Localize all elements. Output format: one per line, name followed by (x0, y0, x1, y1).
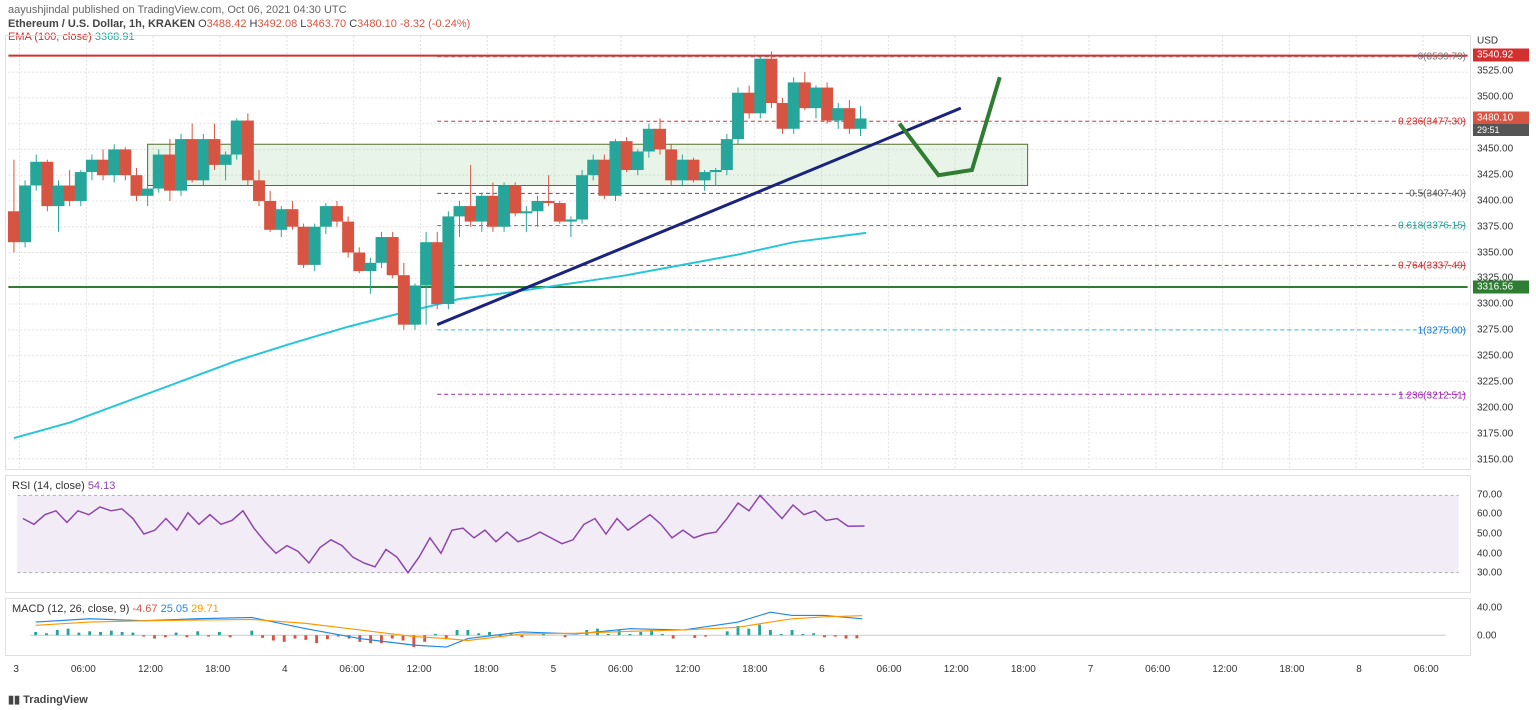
footer-brand: ▮▮ TradingView (8, 693, 88, 706)
rsi-tick: 30.00 (1477, 568, 1502, 579)
time-tick: 5 (551, 664, 557, 675)
rsi-axis: 30.00 40.00 50.00 60.00 70.00 (1473, 475, 1531, 593)
y-tick: 3175.00 (1477, 428, 1513, 439)
price-tag: 3480.10 (1473, 111, 1529, 124)
price-axis: USD 3150.00 3175.00 3200.00 3225.00 3250.00 3… (1473, 35, 1531, 470)
time-tick: 12:00 (675, 664, 700, 675)
macd-tick: 0.00 (1477, 630, 1496, 641)
rsi-tick: 60.00 (1477, 509, 1502, 520)
fib-label: 0.236(3477.30) (1398, 116, 1466, 127)
y-tick: 3375.00 (1477, 221, 1513, 232)
y-tick: 3425.00 (1477, 169, 1513, 180)
time-axis: 3 06:00 12:00 18:00 4 06:00 12:00 18:00 5 06:00 12… (5, 661, 1471, 681)
usd-label: USD (1477, 36, 1498, 47)
price-overlay (6, 36, 1470, 469)
macd-pane[interactable]: MACD (12, 26, close, 9) -4.67 25.05 29.7… (5, 598, 1471, 656)
time-tick: 06:00 (608, 664, 633, 675)
fib-label: 0.764(3337.49) (1398, 261, 1466, 272)
rsi-label: RSI (14, close) 54.13 (12, 480, 115, 492)
price-tag: 3540.92 (1473, 48, 1529, 61)
rsi-value: 54.13 (88, 480, 116, 492)
time-tick: 06:00 (71, 664, 96, 675)
author: aayushjindal (8, 4, 69, 16)
fib-label: 0.5(3407.40) (1409, 189, 1466, 200)
ohlc-values: O3488.42 H3492.08 L3463.70 C3480.10 -8.3… (198, 18, 470, 30)
published-text: published on (72, 4, 134, 16)
countdown: 29:51 (1473, 124, 1529, 136)
date: Oct 06, 2021 04:30 UTC (227, 4, 346, 16)
price-tag: 3316.56 (1473, 281, 1529, 294)
y-tick: 3350.00 (1477, 247, 1513, 258)
y-tick: 3525.00 (1477, 66, 1513, 77)
time-tick: 6 (819, 664, 825, 675)
y-tick: 3150.00 (1477, 454, 1513, 465)
time-tick: 18:00 (1011, 664, 1036, 675)
time-tick: 18:00 (742, 664, 767, 675)
rsi-overlay (6, 476, 1470, 592)
macd-label: MACD (12, 26, close, 9) -4.67 25.05 29.7… (12, 603, 219, 615)
time-tick: 06:00 (1145, 664, 1170, 675)
fib-label: 1(3275.00) (1418, 326, 1466, 337)
rsi-tick: 50.00 (1477, 529, 1502, 540)
publisher-line: aayushjindal published on TradingView.co… (8, 4, 1528, 16)
symbol: Ethereum / U.S. Dollar, 1h, KRAKEN (8, 18, 195, 30)
time-tick: 12:00 (407, 664, 432, 675)
time-tick: 12:00 (1212, 664, 1237, 675)
time-tick: 8 (1356, 664, 1362, 675)
rsi-text: RSI (14, close) (12, 480, 85, 492)
rsi-tick: 40.00 (1477, 548, 1502, 559)
time-tick: 06:00 (877, 664, 902, 675)
y-tick: 3200.00 (1477, 402, 1513, 413)
time-tick: 06:00 (339, 664, 364, 675)
time-tick: 18:00 (1279, 664, 1304, 675)
macd-values: -4.67 25.05 29.71 (132, 603, 218, 615)
time-tick: 18:00 (474, 664, 499, 675)
tv-icon: ▮▮ (8, 694, 20, 706)
macd-tick: 40.00 (1477, 603, 1502, 614)
rsi-pane[interactable]: RSI (14, close) 54.13 (5, 475, 1471, 593)
y-tick: 3250.00 (1477, 351, 1513, 362)
time-tick: 12:00 (138, 664, 163, 675)
fib-label: 1.236(3212.51) (1398, 390, 1466, 401)
macd-axis: 0.00 40.00 (1473, 598, 1531, 656)
y-tick: 3500.00 (1477, 92, 1513, 103)
macd-text: MACD (12, 26, close, 9) (12, 603, 129, 615)
time-tick: 06:00 (1414, 664, 1439, 675)
time-tick: 7 (1088, 664, 1094, 675)
y-tick: 3275.00 (1477, 325, 1513, 336)
symbol-line: Ethereum / U.S. Dollar, 1h, KRAKEN O3488… (8, 18, 1528, 30)
time-tick: 12:00 (944, 664, 969, 675)
time-tick: 4 (282, 664, 288, 675)
y-tick: 3225.00 (1477, 376, 1513, 387)
brand-text: TradingView (23, 694, 88, 706)
rsi-tick: 70.00 (1477, 489, 1502, 500)
y-tick: 3400.00 (1477, 195, 1513, 206)
time-tick: 18:00 (205, 664, 230, 675)
y-tick: 3300.00 (1477, 299, 1513, 310)
time-tick: 3 (13, 664, 19, 675)
fib-label: 0.618(3376.15) (1398, 221, 1466, 232)
chart-wrap: 0(3539.79) 0.236(3477.30) 0.5(3407.40) 0.61… (5, 35, 1531, 685)
site: TradingView.com (137, 4, 221, 16)
price-pane[interactable]: 0(3539.79) 0.236(3477.30) 0.5(3407.40) 0.61… (5, 35, 1471, 470)
macd-overlay (6, 599, 1470, 655)
fib-label: 0(3539.79) (1418, 51, 1466, 62)
y-tick: 3450.00 (1477, 143, 1513, 154)
